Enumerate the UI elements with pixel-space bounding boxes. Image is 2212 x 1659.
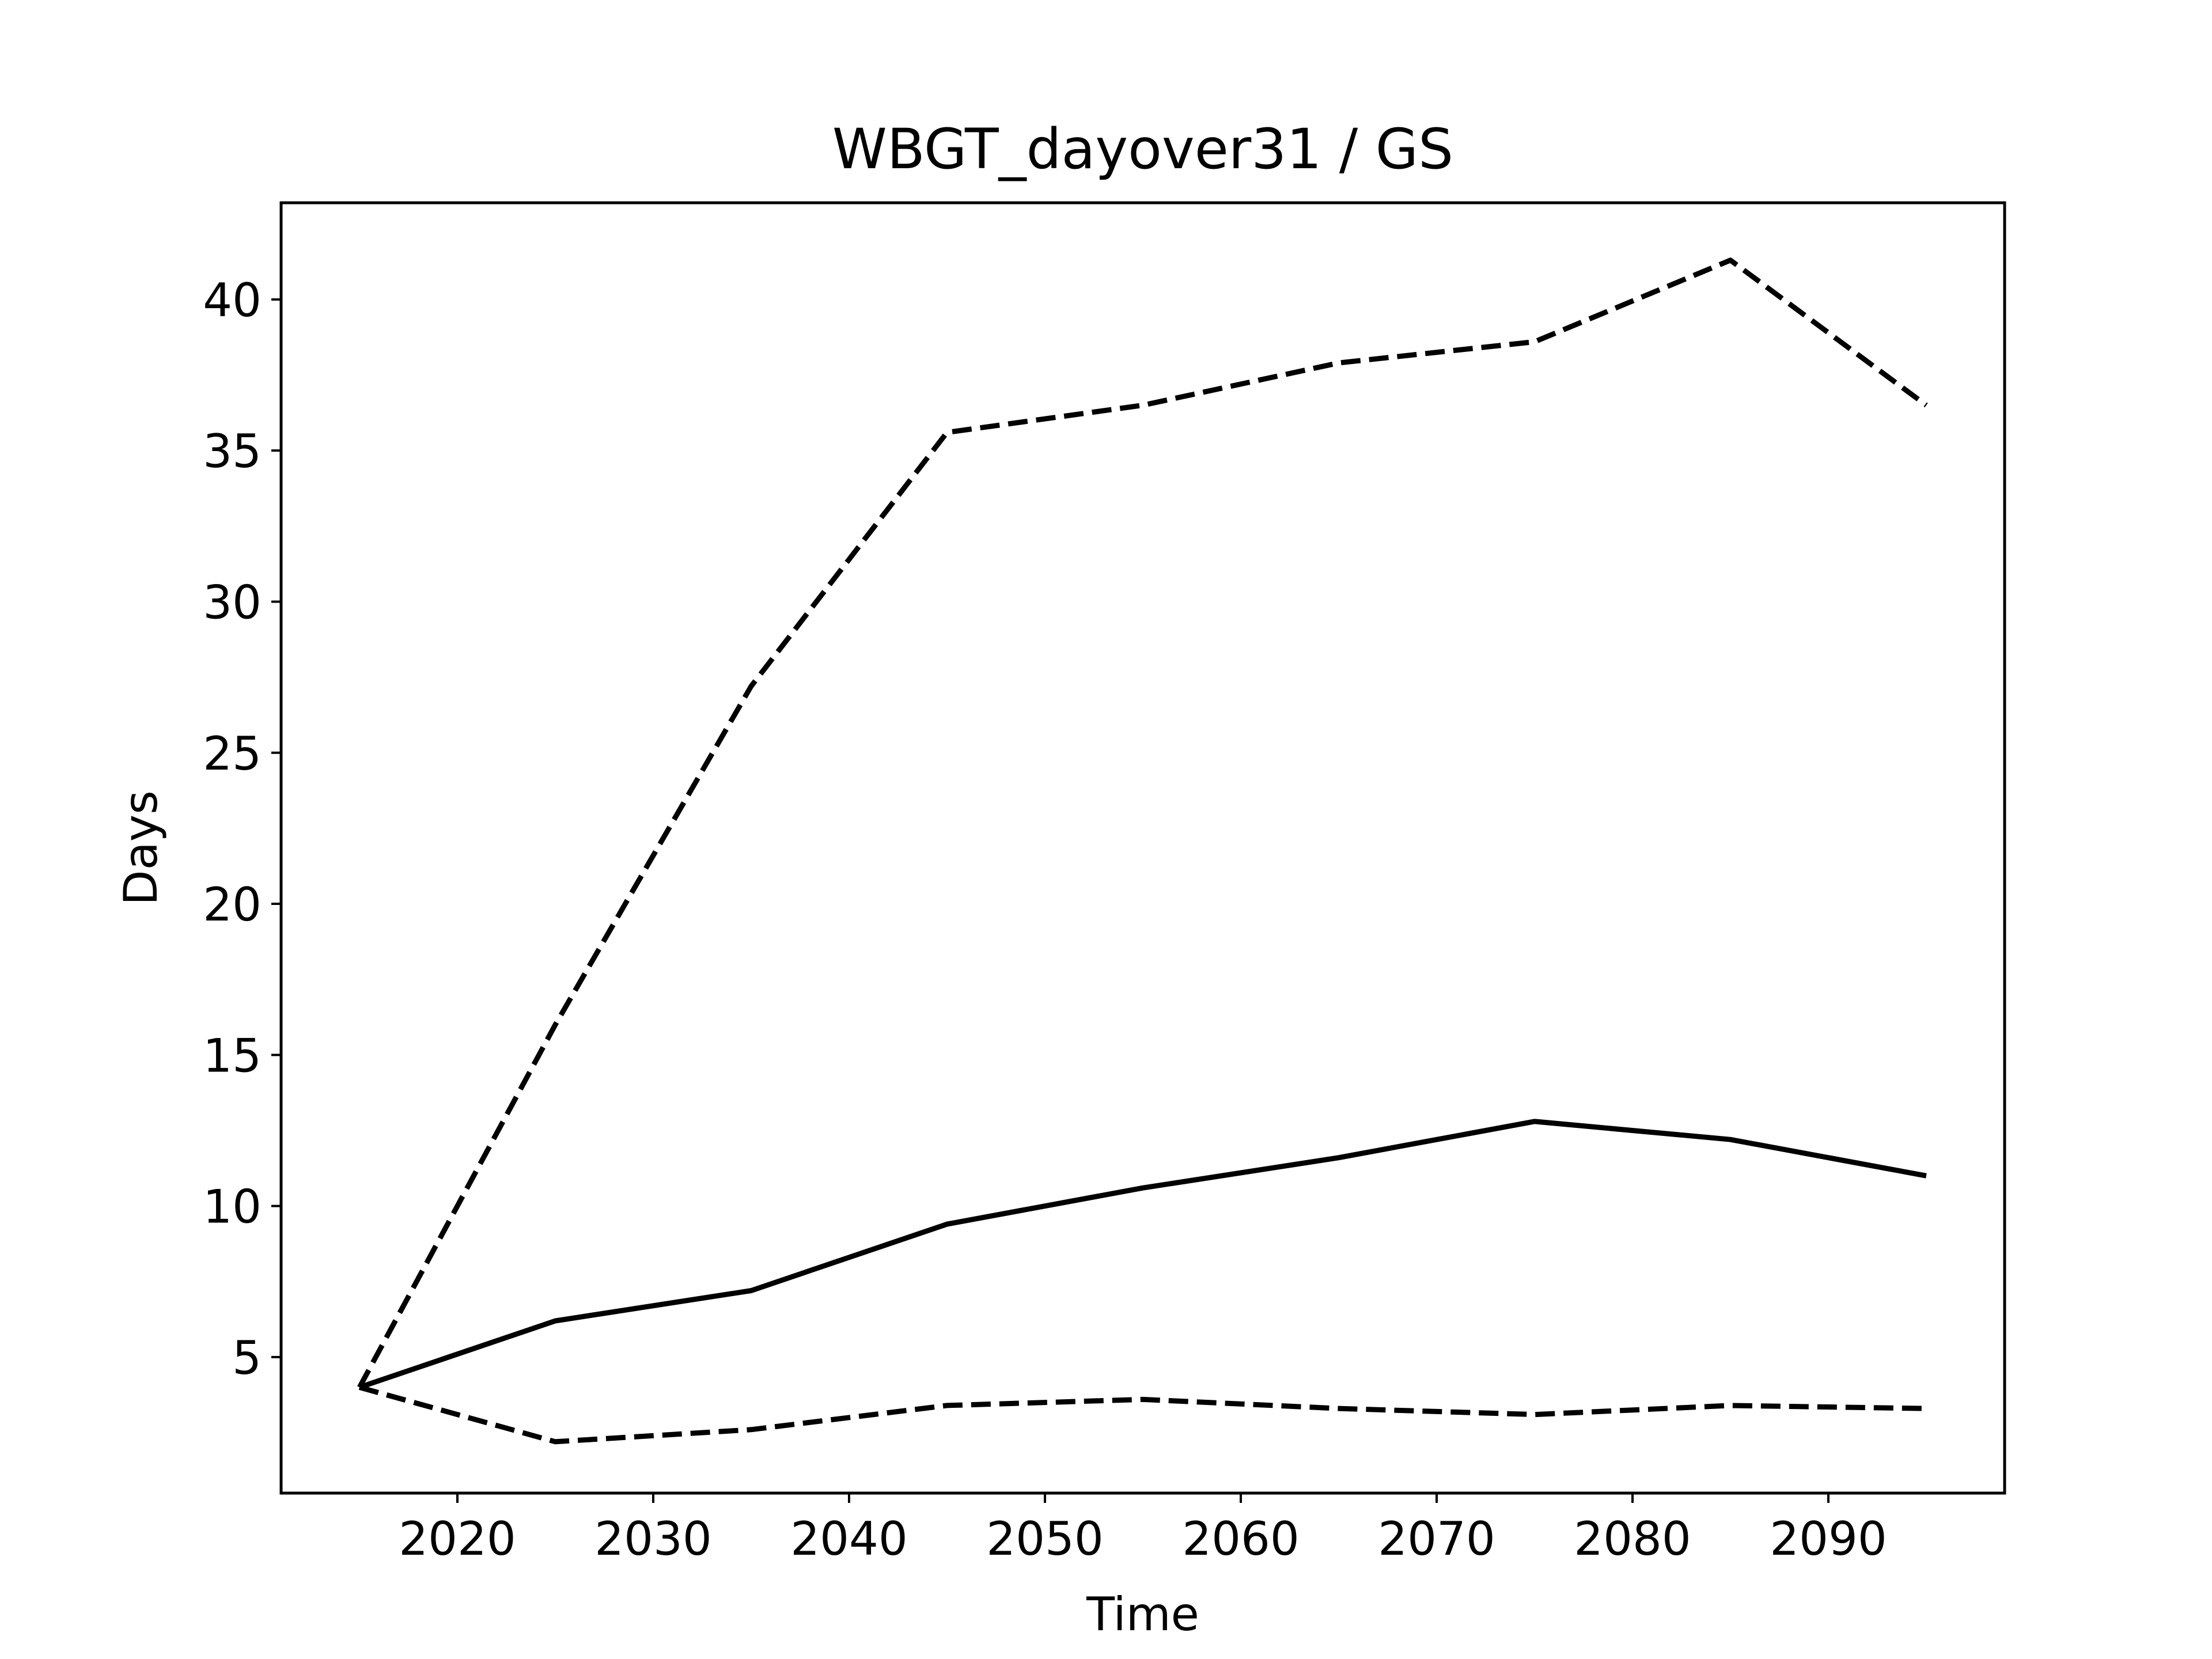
x-tick-label: 2070 [1378, 1512, 1495, 1566]
y-tick-label: 25 [203, 727, 262, 781]
series-line-3 [358, 1385, 1927, 1445]
x-tick-label: 2060 [1182, 1512, 1300, 1566]
x-tick-label: 2090 [1770, 1512, 1887, 1566]
series-line-1 [358, 1119, 1927, 1390]
x-tick-label: 2030 [594, 1512, 712, 1566]
x-tick-label: 2050 [986, 1512, 1104, 1566]
x-axis-label: Time [1086, 1588, 1199, 1641]
x-axis-ticks: 2020 2030 2040 2050 2060 2070 2080 2090 [399, 1493, 1887, 1566]
x-tick-label: 2080 [1574, 1512, 1691, 1566]
chart-title: WBGT_dayover31 / GS [832, 117, 1453, 181]
x-tick-label: 2020 [399, 1512, 516, 1566]
y-tick-label: 40 [203, 274, 262, 327]
plot-lines [357, 257, 1928, 1445]
y-tick-label: 20 [203, 878, 262, 931]
y-axis-ticks: 5 10 15 20 25 30 35 40 [203, 274, 281, 1385]
y-tick-label: 5 [232, 1331, 262, 1385]
y-tick-label: 35 [203, 425, 262, 478]
y-tick-label: 10 [203, 1180, 262, 1234]
series-line-2 [357, 257, 1928, 1389]
y-axis-label: Days [114, 790, 168, 906]
x-tick-label: 2040 [790, 1512, 908, 1566]
y-tick-label: 30 [203, 575, 262, 629]
plot-area-frame [279, 201, 2006, 1495]
y-tick-label: 15 [203, 1029, 262, 1082]
